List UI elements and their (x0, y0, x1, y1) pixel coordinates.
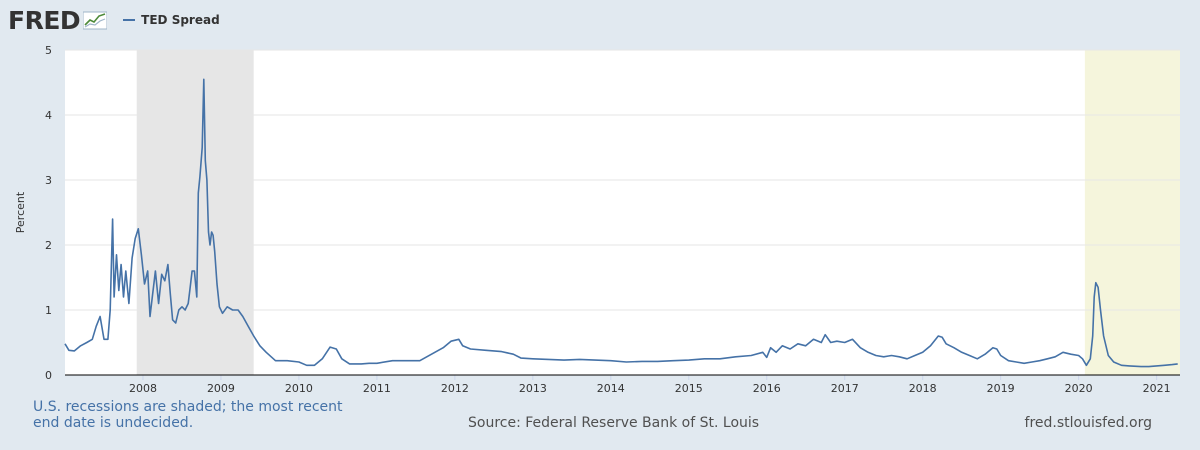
x-tick-label-2018: 2018 (909, 382, 937, 395)
series-line-1 (64, 78, 1178, 368)
chart-area: 0 1 2 3 4 5 2008 2009 2010 2011 2012 2013 2014 2015 20… (14, 44, 1180, 395)
series-layer (64, 78, 1178, 368)
y-tick-label-0: 0 (45, 369, 52, 382)
recession-note: U.S. recessions are shaded; the most rec… (33, 399, 343, 431)
x-tick-label-2021: 2021 (1143, 382, 1171, 395)
x-tick-label-2012: 2012 (441, 382, 469, 395)
x-tick-label-2016: 2016 (753, 382, 781, 395)
x-tick-label-2017: 2017 (831, 382, 859, 395)
y-tick-label-4: 4 (45, 109, 52, 122)
chart-line-icon (83, 11, 108, 30)
source-credit: Source: Federal Reserve Bank of St. Loui… (468, 415, 760, 431)
x-tick-label-2013: 2013 (519, 382, 547, 395)
gridlines (65, 49, 1180, 311)
x-tick-label-2010: 2010 (285, 382, 313, 395)
chart-header: FRED TED Spread (8, 4, 220, 36)
source-url[interactable]: fred.stlouisfed.org (1024, 415, 1152, 431)
recession-shading (136, 50, 1180, 375)
recession-band-2 (1084, 50, 1180, 375)
y-axis-title: Percent (14, 191, 27, 233)
legend-swatch (123, 19, 136, 21)
y-tick-label-2: 2 (45, 239, 52, 252)
y-tick-label-3: 3 (45, 174, 52, 187)
axes: 0 1 2 3 4 5 2008 2009 2010 2011 2012 2013 2014 2015 20… (45, 44, 1180, 395)
y-tick-label-1: 1 (45, 304, 52, 317)
x-tick-label-2014: 2014 (597, 382, 625, 395)
x-tick-label-2020: 2020 (1065, 382, 1093, 395)
logo-text: FRED (8, 5, 81, 35)
fred-logo[interactable]: FRED (8, 5, 108, 35)
x-tick-label-2008: 2008 (129, 382, 157, 395)
y-tick-label-5: 5 (45, 44, 52, 57)
x-tick-label-2011: 2011 (363, 382, 391, 395)
x-tick-label-2015: 2015 (675, 382, 703, 395)
chart-legend: TED Spread (123, 13, 220, 27)
legend-label: TED Spread (141, 13, 220, 27)
recession-band-1 (136, 50, 254, 375)
x-tick-label-2019: 2019 (987, 382, 1015, 395)
x-tick-label-2009: 2009 (207, 382, 235, 395)
